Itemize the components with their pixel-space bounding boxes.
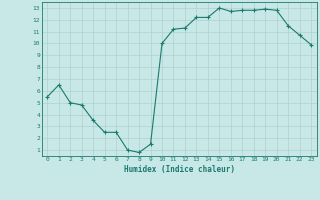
X-axis label: Humidex (Indice chaleur): Humidex (Indice chaleur) (124, 165, 235, 174)
